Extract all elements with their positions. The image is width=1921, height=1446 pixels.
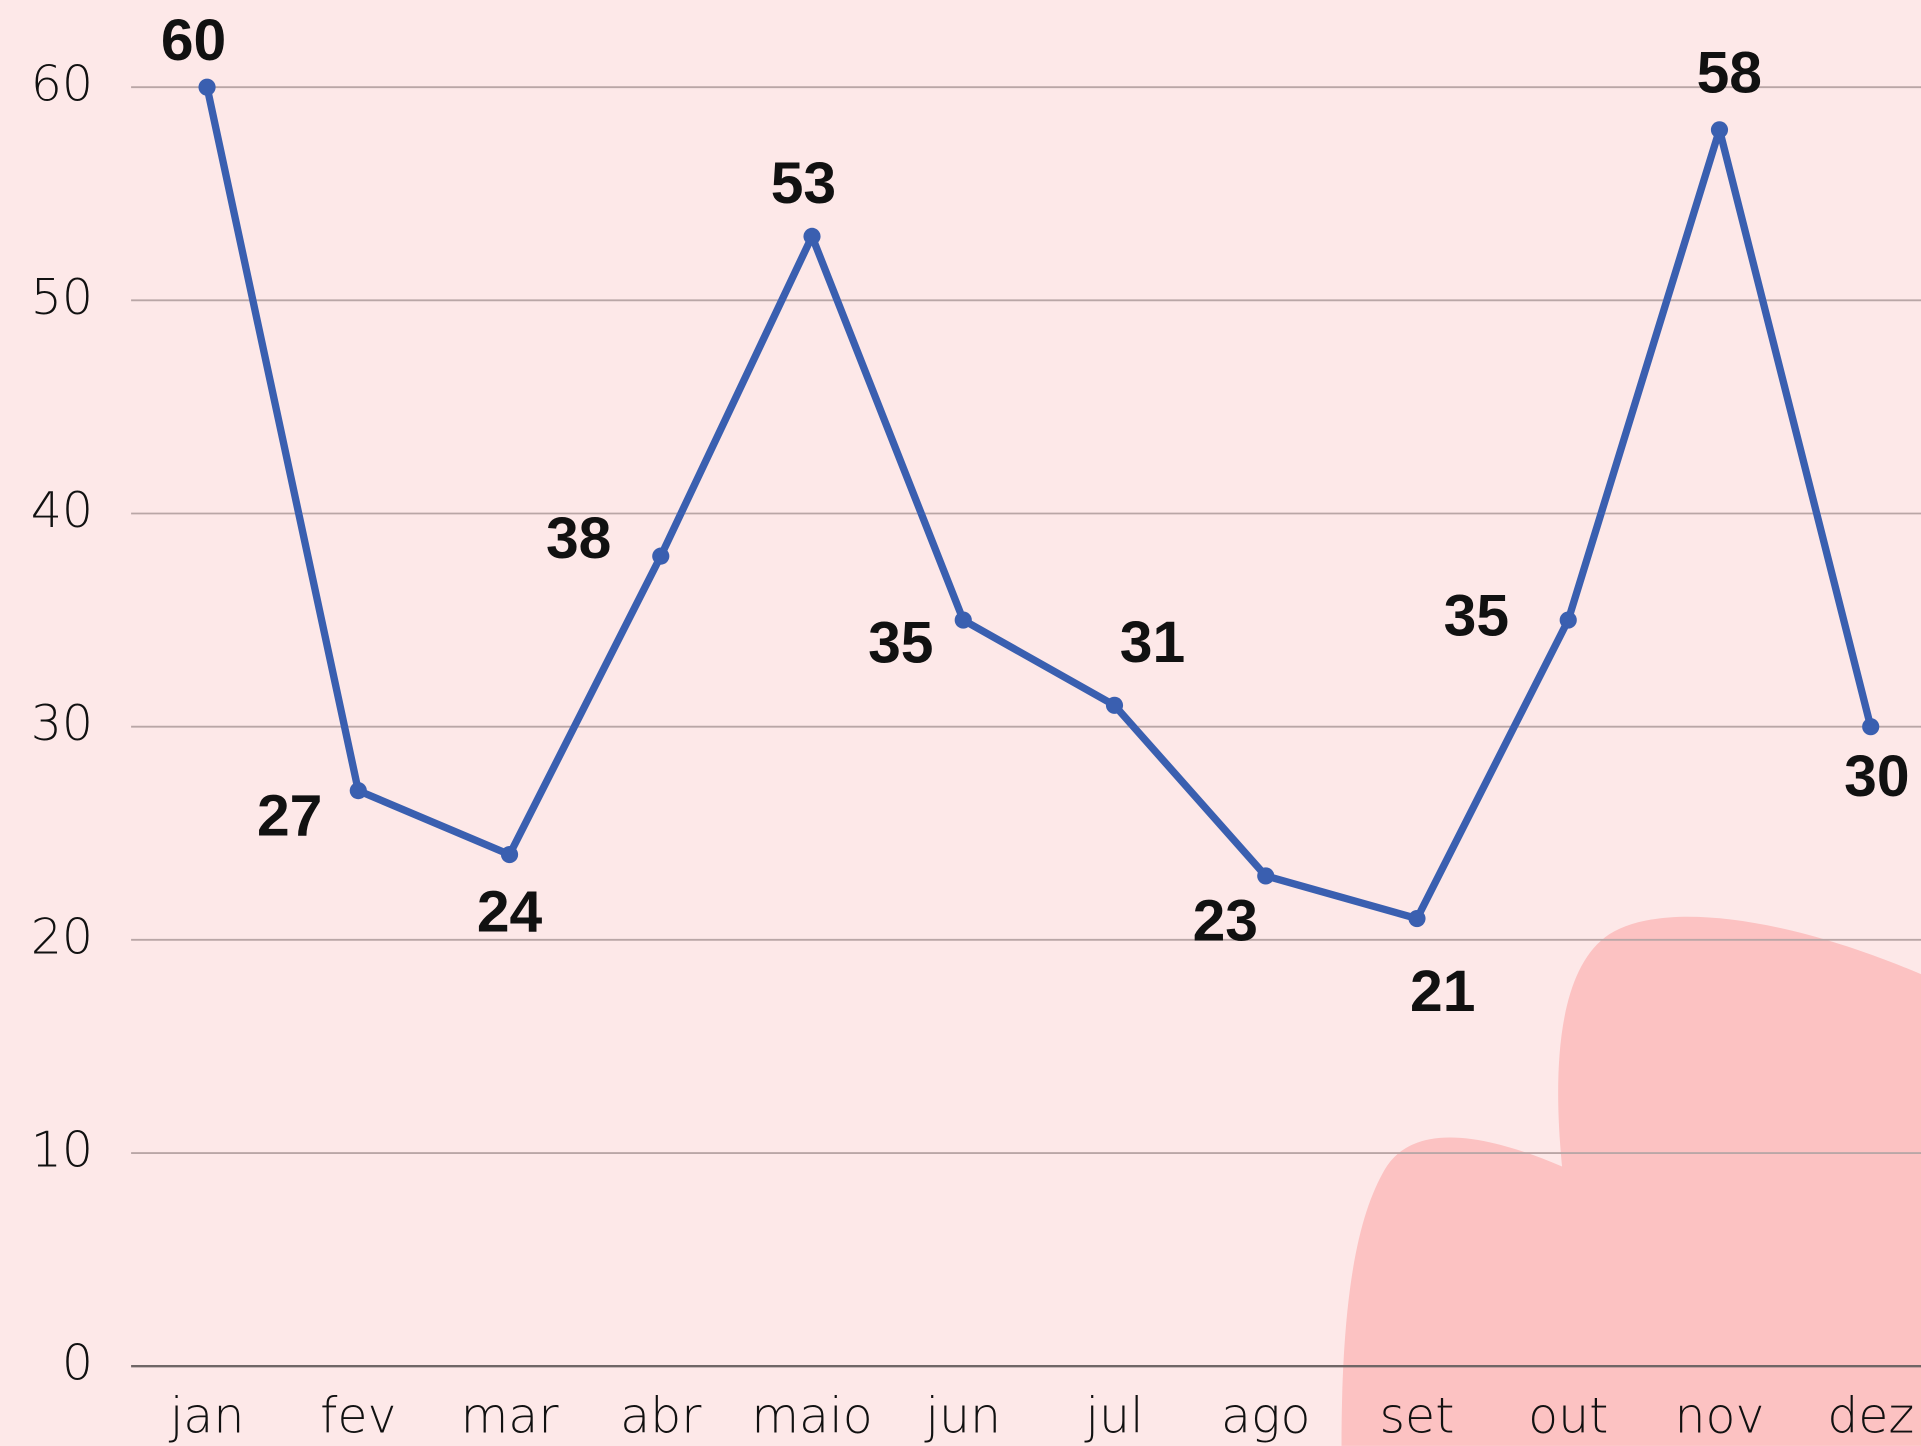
x-tick-label: jul [1084,1387,1143,1444]
data-point [1711,121,1728,138]
data-label: 38 [546,506,611,571]
data-point [198,79,215,96]
data-label: 35 [868,611,933,676]
y-tick-label: 40 [31,482,93,539]
y-tick-label: 30 [31,695,93,752]
y-tick-label: 50 [31,269,93,326]
data-label: 60 [161,8,226,73]
data-point [501,846,518,863]
y-tick-label: 10 [31,1122,93,1179]
x-tick-label: jan [169,1387,245,1444]
data-label: 30 [1844,744,1909,809]
data-point [1257,867,1274,884]
x-tick-label: jun [924,1387,1001,1444]
data-point [350,782,367,799]
data-label: 24 [477,879,543,944]
x-tick-label: nov [1674,1387,1764,1444]
data-label: 31 [1120,610,1185,675]
x-tick-label: fev [320,1387,396,1444]
data-label: 53 [771,151,836,216]
x-tick-label: abr [620,1387,702,1444]
data-point [1560,612,1577,629]
data-point [1862,718,1879,735]
data-point [955,612,972,629]
x-tick-label: ago [1221,1387,1310,1444]
x-tick-label: mar [461,1387,560,1444]
x-tick-label: out [1528,1387,1608,1444]
y-tick-label: 20 [31,908,93,965]
data-point [1408,910,1425,927]
data-label: 23 [1193,888,1258,953]
data-point [652,548,669,565]
data-label: 58 [1697,41,1762,106]
x-tick-label: maio [751,1387,872,1444]
data-point [1106,697,1123,714]
y-tick-label: 0 [62,1335,93,1392]
data-label: 27 [257,784,322,849]
data-point [803,228,820,245]
y-tick-label: 60 [31,56,93,113]
data-label: 35 [1444,584,1509,649]
x-tick-label: set [1380,1387,1455,1444]
x-tick-label: dez [1827,1387,1914,1444]
data-label: 21 [1410,959,1475,1024]
chart: 0 10 20 30 40 50 60 jan fev mar abrmaiojun jul ago se… [0,0,1921,1446]
